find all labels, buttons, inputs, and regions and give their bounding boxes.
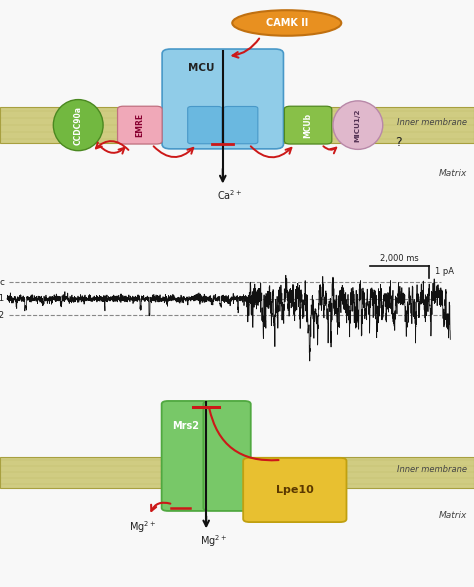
FancyBboxPatch shape (188, 106, 222, 144)
Text: c: c (0, 278, 5, 287)
Text: Mrs2: Mrs2 (172, 421, 199, 431)
FancyBboxPatch shape (203, 401, 251, 511)
FancyBboxPatch shape (118, 106, 162, 144)
Text: CAMK II: CAMK II (265, 18, 308, 28)
Text: o1: o1 (0, 294, 5, 303)
FancyBboxPatch shape (162, 49, 283, 149)
FancyBboxPatch shape (162, 401, 209, 511)
Text: Mg$^{2+}$: Mg$^{2+}$ (200, 534, 227, 549)
Ellipse shape (232, 10, 341, 36)
Text: Inner membrane: Inner membrane (397, 118, 467, 127)
Text: MCU: MCU (188, 63, 215, 73)
FancyBboxPatch shape (284, 106, 332, 144)
Text: Matrix: Matrix (438, 169, 467, 178)
Ellipse shape (333, 101, 383, 149)
Text: MCUb: MCUb (304, 113, 312, 138)
Text: Inner membrane: Inner membrane (397, 465, 467, 474)
Text: 2,000 ms: 2,000 ms (380, 254, 419, 262)
FancyBboxPatch shape (0, 107, 474, 143)
Text: ?: ? (395, 136, 401, 149)
Text: 1 pA: 1 pA (435, 268, 454, 276)
Text: EMRE: EMRE (136, 113, 144, 137)
Text: Ca$^{2+}$: Ca$^{2+}$ (217, 188, 243, 203)
Ellipse shape (53, 100, 103, 151)
Text: CCDC90a: CCDC90a (74, 106, 82, 144)
Text: Mg$^{2+}$: Mg$^{2+}$ (128, 519, 156, 535)
FancyBboxPatch shape (243, 458, 346, 522)
FancyBboxPatch shape (0, 457, 474, 488)
FancyBboxPatch shape (224, 106, 258, 144)
Text: Lpe10: Lpe10 (276, 485, 314, 495)
Text: MICU1/2: MICU1/2 (355, 109, 361, 142)
Text: o2: o2 (0, 311, 5, 319)
Text: Matrix: Matrix (438, 511, 467, 520)
